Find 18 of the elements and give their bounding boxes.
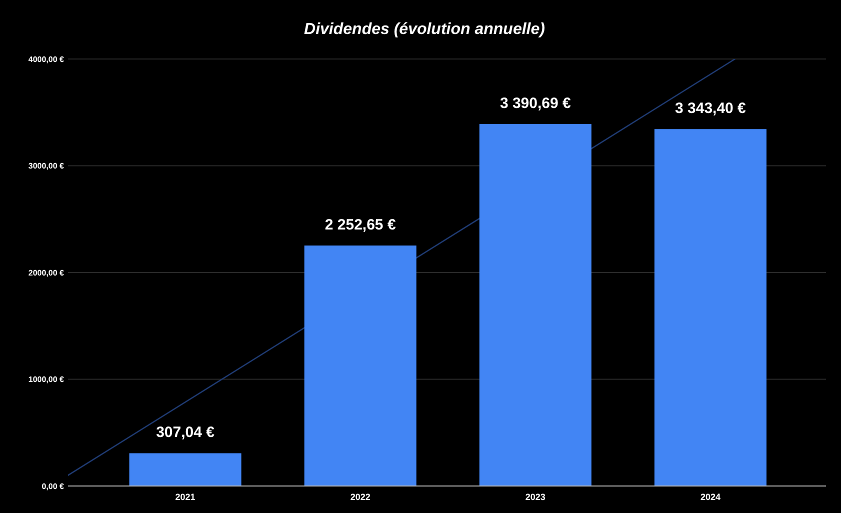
y-tick-label: 3000,00 € — [28, 162, 65, 171]
x-tick-label: 2024 — [700, 492, 720, 502]
data-label: 307,04 € — [156, 424, 216, 442]
y-tick-label: 0,00 € — [42, 482, 65, 491]
x-tick-label: 2022 — [350, 492, 370, 502]
chart-title: Dividendes (évolution annuelle) — [304, 21, 545, 38]
data-label: 3 343,40 € — [675, 100, 747, 118]
bar — [304, 246, 416, 486]
bar — [479, 124, 592, 486]
bar — [654, 129, 766, 486]
y-tick-label: 2000,00 € — [28, 268, 65, 278]
data-label: 3 390,69 € — [500, 95, 572, 112]
x-tick-label: 2023 — [525, 492, 546, 502]
y-tick-label: 1000,00 € — [28, 375, 65, 384]
y-tick-label: 4000,00 € — [28, 54, 65, 64]
data-label: 2 252,65 € — [324, 216, 396, 234]
x-tick-label: 2021 — [175, 492, 196, 502]
bar — [129, 453, 242, 486]
